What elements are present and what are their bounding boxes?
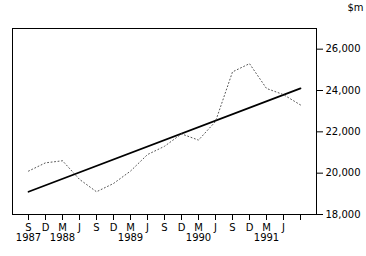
svg-text:M1990: M1990 [186,222,211,243]
svg-text:24,000: 24,000 [326,85,361,96]
svg-text:18,000: 18,000 [326,209,361,220]
svg-text:M1989: M1989 [118,222,143,243]
svg-text:M1991: M1991 [254,222,279,243]
svg-text:D: D [246,222,254,233]
svg-text:S1987: S1987 [16,222,41,243]
svg-text:J: J [213,222,217,233]
svg-text:20,000: 20,000 [326,167,361,178]
svg-text:26,000: 26,000 [326,43,361,54]
svg-text:J: J [77,222,81,233]
svg-text:J: J [281,222,285,233]
svg-text:$m: $m [347,2,363,13]
svg-text:M1988: M1988 [50,222,75,243]
svg-text:J: J [145,222,149,233]
svg-text:S: S [161,222,167,233]
svg-text:S: S [93,222,99,233]
svg-text:22,000: 22,000 [326,126,361,137]
svg-text:S: S [229,222,235,233]
svg-text:D: D [42,222,50,233]
svg-text:D: D [110,222,118,233]
svg-text:D: D [178,222,186,233]
